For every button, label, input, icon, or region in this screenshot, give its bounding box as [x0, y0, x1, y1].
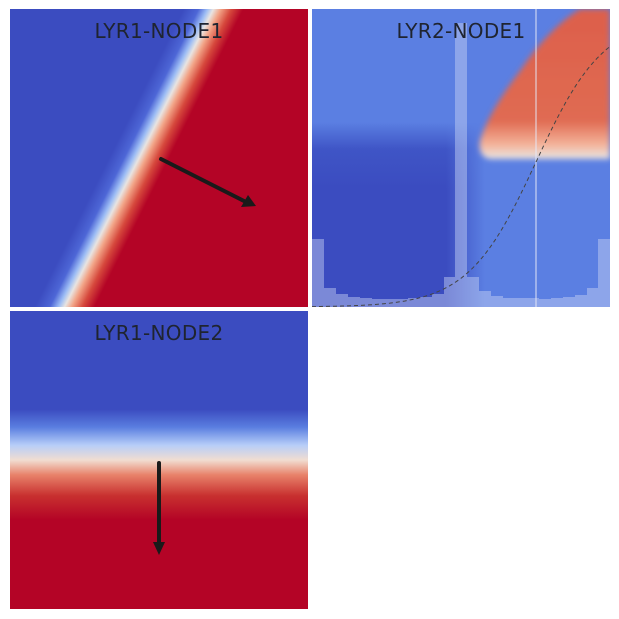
- panel-title: LYR2-NODE1: [396, 19, 526, 43]
- decision-field: [10, 311, 308, 609]
- histogram-bar: [372, 299, 384, 307]
- histogram-bar: [312, 239, 324, 307]
- heatmap-lyr1-node1: [10, 9, 308, 307]
- histogram-bar: [575, 295, 587, 307]
- output-region-high: [479, 9, 610, 159]
- histogram: [312, 23, 610, 307]
- histogram-bar: [527, 298, 539, 307]
- histogram-bar: [396, 299, 408, 307]
- histogram-bar: [587, 288, 598, 307]
- histogram-bar: [491, 296, 503, 307]
- heatmap-lyr1-node2: [10, 311, 308, 609]
- histogram-bar: [432, 294, 444, 307]
- histogram-bar: [539, 299, 551, 307]
- histogram-bar: [324, 288, 336, 307]
- weight-arrow: [159, 157, 256, 207]
- histogram-bar: [336, 294, 348, 307]
- histogram-bar: [479, 291, 491, 307]
- histogram-bar: [515, 298, 527, 307]
- panel-lyr1-node2: LYR1-NODE2: [10, 311, 308, 609]
- histogram-bar: [467, 277, 479, 307]
- histogram-bar: [455, 23, 467, 307]
- weight-arrow: [153, 461, 165, 555]
- decision-field: [10, 9, 308, 307]
- histogram-bar: [408, 298, 420, 307]
- panel-lyr1-node1: LYR1-NODE1: [10, 9, 308, 307]
- panel-lyr2-node1: LYR2-NODE1: [312, 9, 610, 307]
- histogram-bar: [551, 298, 563, 307]
- histogram-bar: [360, 298, 372, 307]
- histogram-bar: [503, 298, 515, 307]
- sigmoid-curve: [312, 46, 610, 307]
- histogram-bar: [598, 239, 610, 307]
- panel-title: LYR1-NODE1: [94, 19, 224, 43]
- heatmap-lyr2-node1: [312, 9, 610, 307]
- panel-title: LYR1-NODE2: [94, 321, 224, 345]
- histogram-bar: [444, 277, 455, 307]
- histogram-bar: [563, 297, 575, 307]
- histogram-bar: [348, 297, 360, 307]
- histogram-bar: [420, 297, 432, 307]
